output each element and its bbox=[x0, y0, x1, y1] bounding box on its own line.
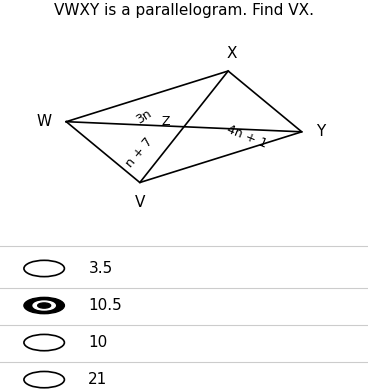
Circle shape bbox=[24, 298, 64, 314]
Text: X: X bbox=[227, 46, 237, 61]
Text: Z: Z bbox=[161, 115, 170, 128]
Text: Y: Y bbox=[316, 124, 326, 139]
Text: 21: 21 bbox=[88, 372, 107, 387]
Circle shape bbox=[33, 301, 55, 310]
Text: 10.5: 10.5 bbox=[88, 298, 122, 313]
Text: 3n: 3n bbox=[133, 107, 154, 126]
Circle shape bbox=[38, 303, 51, 308]
Text: VWXY is a parallelogram. Find VX.: VWXY is a parallelogram. Find VX. bbox=[54, 2, 314, 18]
Text: V: V bbox=[135, 195, 145, 210]
Text: 4n + 1: 4n + 1 bbox=[224, 123, 269, 151]
Text: W: W bbox=[36, 114, 52, 129]
Text: 3.5: 3.5 bbox=[88, 261, 113, 276]
Text: n + 7: n + 7 bbox=[124, 135, 156, 170]
Text: 10: 10 bbox=[88, 335, 107, 350]
